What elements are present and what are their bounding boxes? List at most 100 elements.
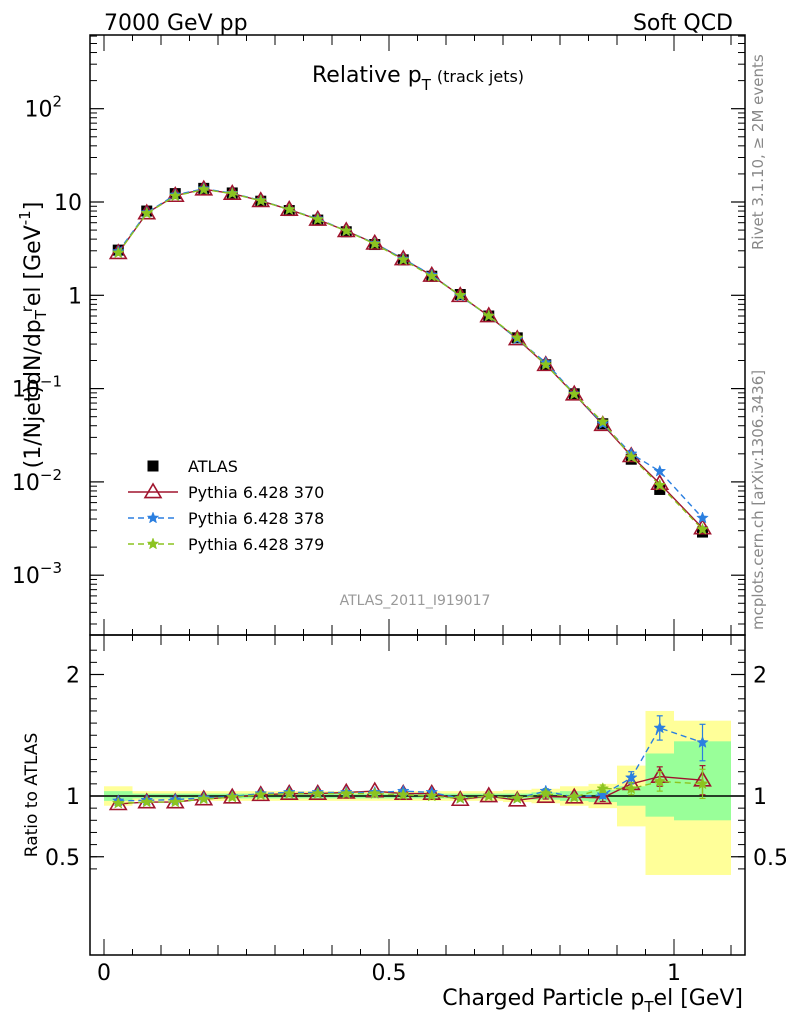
- header-left: 7000 GeV pp: [104, 11, 248, 36]
- data-point: [197, 182, 211, 195]
- ratio-point: [453, 791, 467, 804]
- ratio-point: [168, 795, 182, 808]
- ratio-point: [140, 795, 154, 808]
- plot-title: Relative pT (track jets): [312, 63, 524, 94]
- data-point: [140, 206, 154, 219]
- data-point: [311, 212, 325, 225]
- x-tick-label: 1: [667, 961, 681, 986]
- header-right: Soft QCD: [633, 11, 733, 36]
- data-point: [596, 415, 610, 428]
- ratio-point: [539, 786, 553, 799]
- ratio-point: [536, 787, 556, 804]
- series-3: [111, 182, 709, 535]
- y-tick-label: 1: [68, 284, 82, 309]
- ratio-tick-label-right: 2: [753, 664, 767, 689]
- ratio-point: [567, 790, 581, 803]
- y-tick-label: 10−3: [12, 559, 62, 589]
- ratio-tick-label-left: 1: [66, 785, 80, 810]
- legend-marker: [143, 482, 163, 499]
- main-series-layer: [108, 179, 712, 538]
- ratio-point: [422, 783, 442, 800]
- svg-text:mcplots.cern.ch [arXiv:1306.34: mcplots.cern.ch [arXiv:1306.3436]: [749, 370, 767, 630]
- legend-marker: [147, 460, 159, 472]
- data-point: [453, 288, 467, 301]
- data-point: [624, 450, 638, 463]
- legend-label: ATLAS: [188, 457, 238, 476]
- legend-label: Pythia 6.428 379: [188, 535, 324, 554]
- x-tick-label: 0.5: [372, 961, 407, 986]
- ratio-point: [510, 791, 524, 804]
- data-point: [653, 464, 667, 477]
- ratio-point: [311, 786, 325, 799]
- ratio-point: [368, 786, 382, 799]
- series-line: [117, 188, 704, 529]
- svg-text:Rivet 3.1.10, ≥ 2M events: Rivet 3.1.10, ≥ 2M events: [749, 54, 767, 250]
- legend-entry-2: Pythia 6.428 378: [128, 509, 324, 528]
- ratio-point: [653, 774, 667, 787]
- data-point: [567, 387, 581, 400]
- legend: ATLAS Pythia 6.428 370 Pythia 6.428 378 Pyt…: [128, 457, 324, 554]
- ratio-point: [282, 786, 296, 799]
- y-tick-label: 10: [54, 191, 82, 216]
- analysis-watermark: ATLAS_2011_I919017: [340, 593, 491, 609]
- x-tick-label: 0: [97, 961, 111, 986]
- ratio-y-label: Ratio to ATLAS: [22, 733, 42, 858]
- ratio-ticks: 2 2 1 1 0.5 0.5 0 0.5 1: [45, 635, 786, 986]
- data-point: [696, 511, 709, 524]
- svg-text:(1/Njet)dN/dpTrel [GeV-1]: (1/Njet)dN/dpTrel [GeV-1]: [16, 202, 50, 469]
- data-point: [621, 446, 641, 463]
- ratio-tick-label-left: 0.5: [45, 846, 80, 871]
- series-1: [108, 179, 712, 535]
- data-point: [368, 237, 382, 250]
- ratio-point: [596, 788, 610, 801]
- ratio-point: [596, 782, 610, 795]
- ratio-tick-label-left: 2: [66, 664, 80, 689]
- ratio-point: [365, 781, 385, 798]
- ratio-point: [624, 782, 638, 795]
- legend-entry-3: Pythia 6.428 379: [128, 535, 324, 554]
- ratio-point: [450, 790, 470, 807]
- ratio-point: [696, 735, 709, 748]
- mcplots-label: mcplots.cern.ch [arXiv:1306.3436]: [749, 370, 767, 630]
- y-tick-label: 10−2: [12, 466, 62, 496]
- data-point: [282, 202, 296, 215]
- legend-label: Pythia 6.428 378: [188, 509, 324, 528]
- ratio-point: [653, 721, 667, 734]
- svg-text:Ratio to ATLAS: Ratio to ATLAS: [22, 733, 42, 858]
- data-point: [339, 224, 353, 237]
- ratio-tick-label-right: 1: [753, 785, 767, 810]
- ratio-point: [396, 788, 410, 801]
- ratio-point: [593, 788, 613, 805]
- data-point: [111, 246, 125, 259]
- data-point: [693, 518, 712, 535]
- x-axis-label: Charged Particle pTel [GeV]: [442, 986, 743, 1016]
- ratio-point: [507, 790, 527, 807]
- legend-label: Pythia 6.428 370: [188, 483, 324, 502]
- ratio-point: [482, 789, 496, 802]
- data-point: [653, 478, 667, 491]
- ratio-point: [225, 790, 239, 803]
- data-point: [539, 358, 553, 371]
- ratio-point: [254, 788, 268, 801]
- data-point: [482, 309, 496, 322]
- ratio-point: [425, 789, 439, 802]
- ratio-point: [339, 786, 353, 799]
- ratio-point: [696, 777, 709, 790]
- ratio-point: [197, 792, 211, 805]
- rivet-label: Rivet 3.1.10, ≥ 2M events: [749, 54, 767, 250]
- data-point: [696, 522, 709, 535]
- data-point: [425, 269, 439, 282]
- ratio-point: [111, 796, 125, 809]
- legend-marker: [146, 537, 160, 550]
- legend-entry-1: Pythia 6.428 370: [128, 482, 324, 502]
- ratio-plot: 2 2 1 1 0.5 0.5 0 0.5 1: [45, 634, 786, 986]
- data-point: [225, 186, 239, 200]
- data-point: [396, 253, 410, 266]
- ratio-tick-label-right: 0.5: [753, 846, 786, 871]
- ratio-point: [393, 783, 413, 800]
- data-point: [510, 331, 524, 344]
- main-y-label: (1/Njet)dN/dpTrel [GeV-1]: [16, 202, 50, 469]
